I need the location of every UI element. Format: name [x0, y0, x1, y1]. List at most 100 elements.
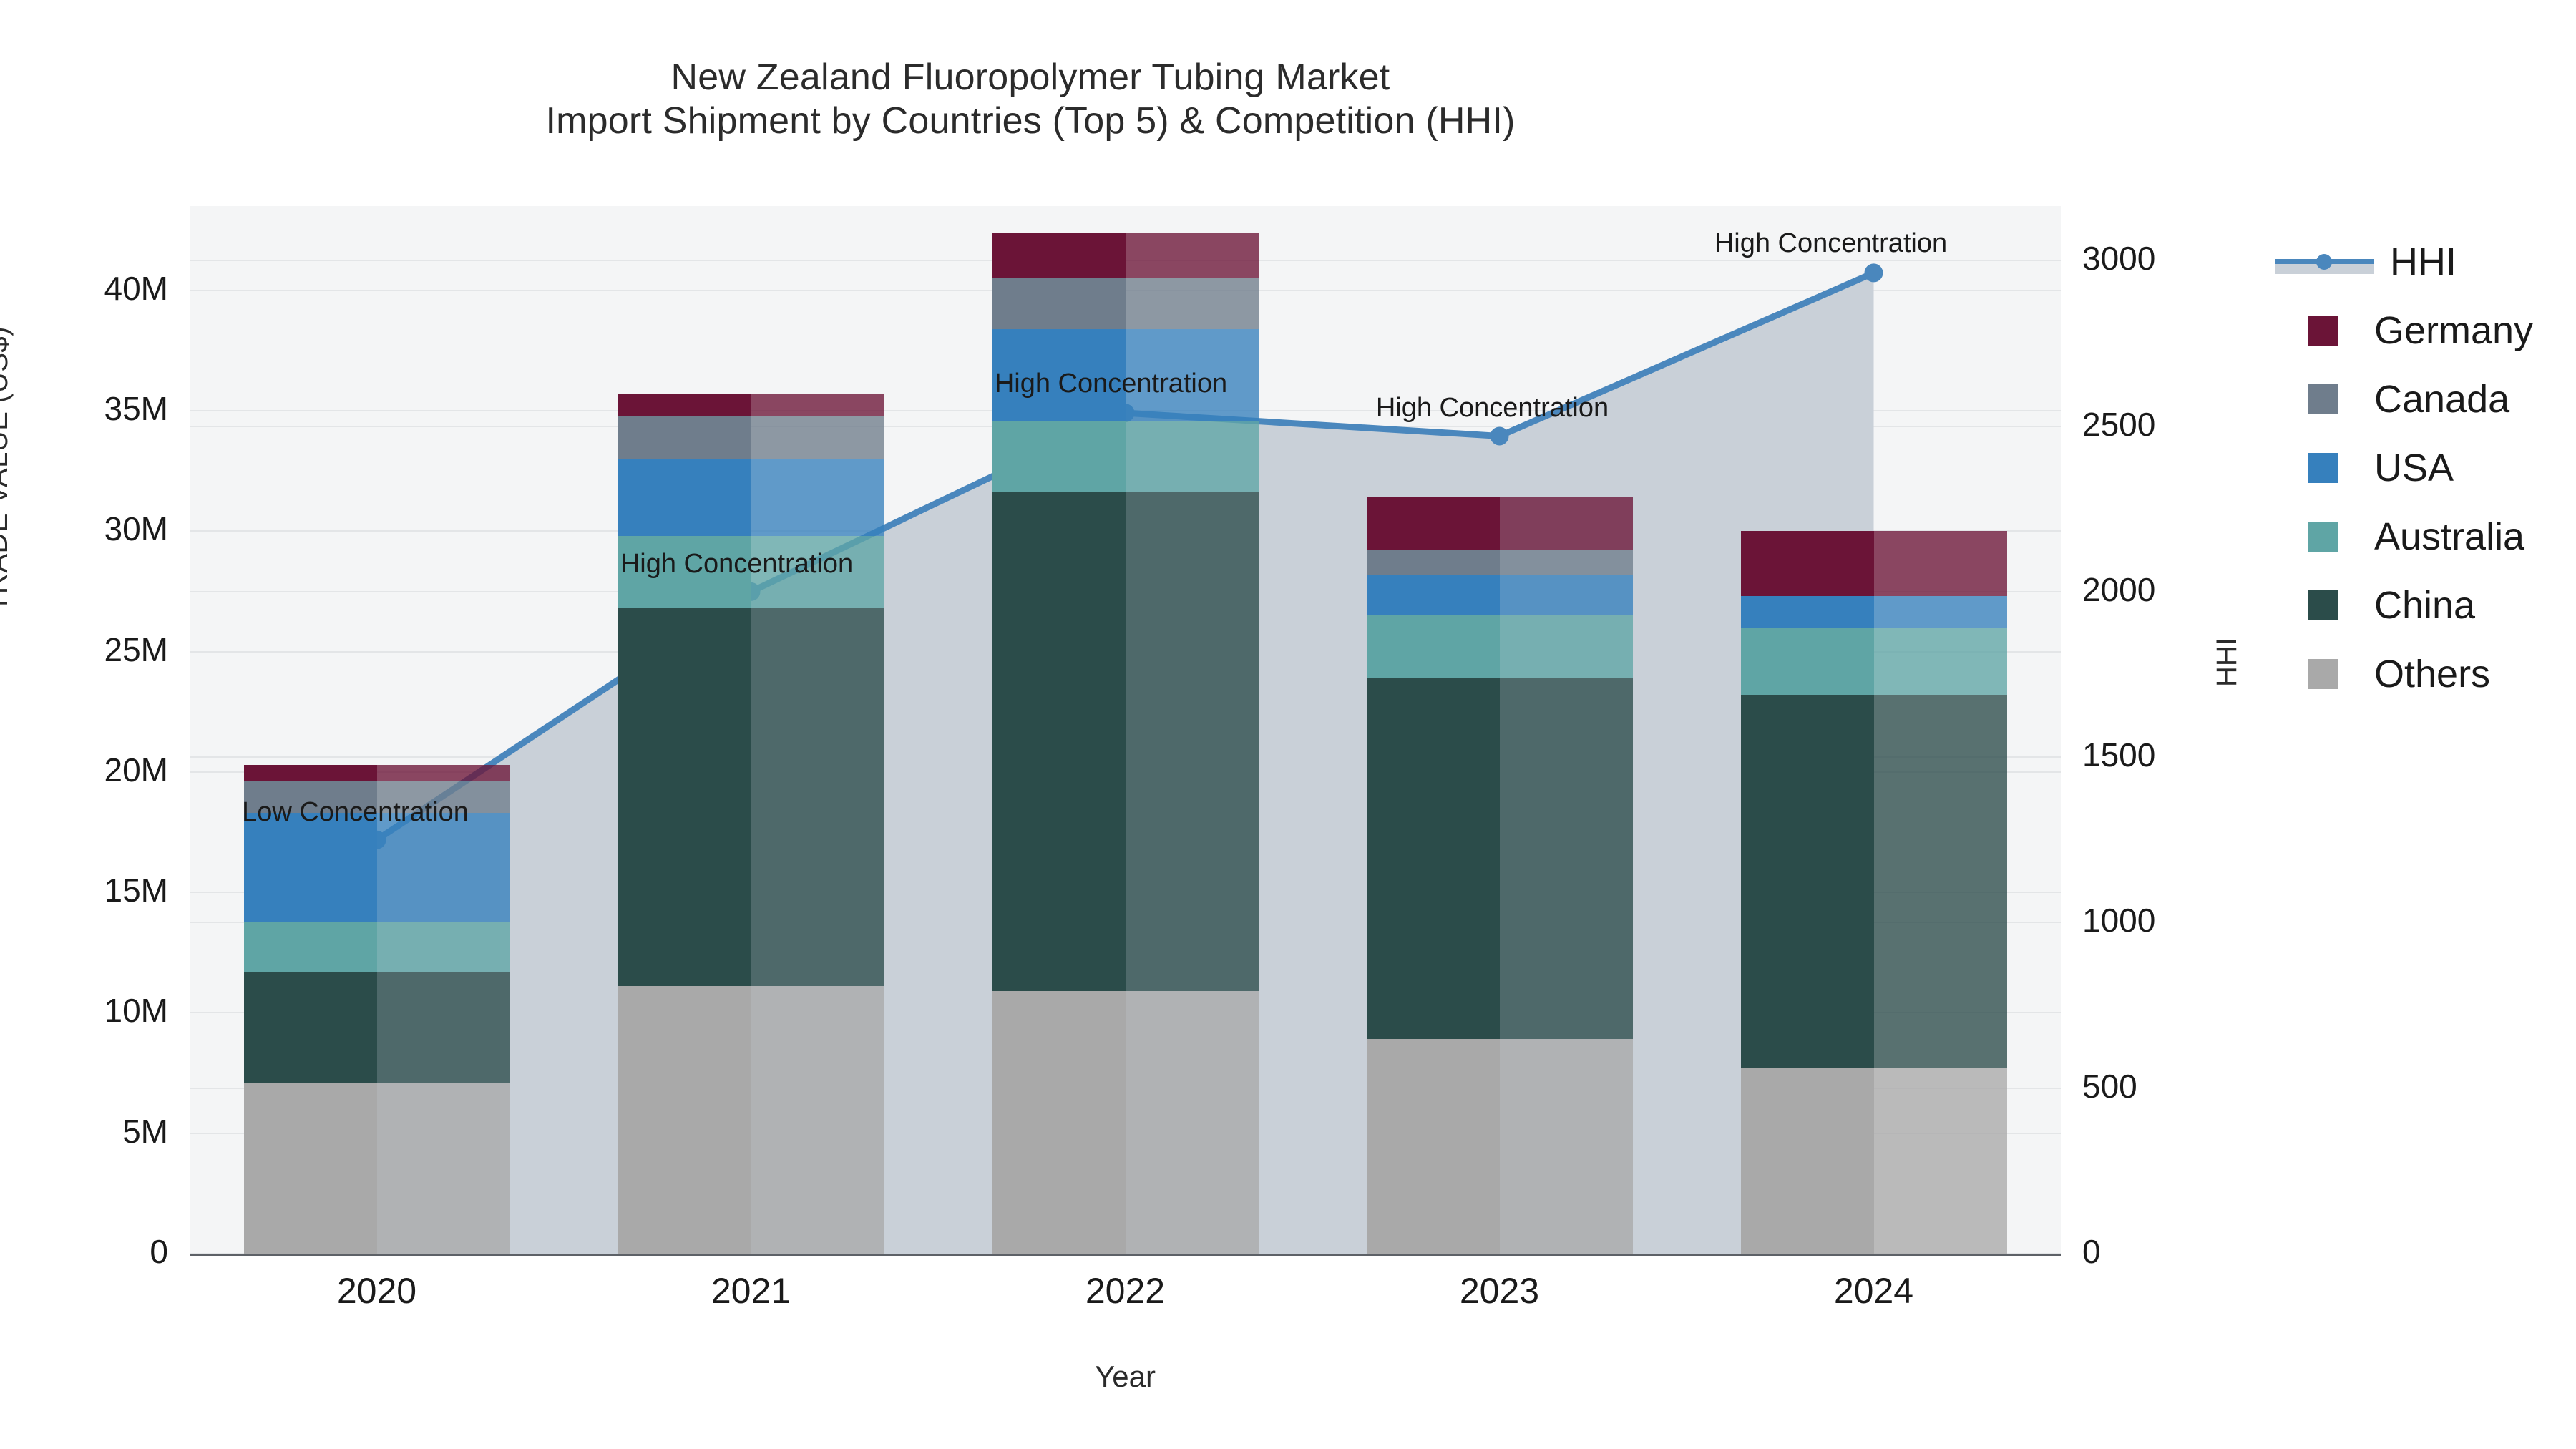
- y-axis-right-tick: 2000: [2082, 570, 2156, 608]
- bar-segment[interactable]: [376, 781, 510, 814]
- legend-label: Others: [2374, 653, 2491, 696]
- legend-color-swatch: [2308, 384, 2338, 414]
- bar-segment[interactable]: [243, 972, 377, 1083]
- hhi-marker[interactable]: [1864, 263, 1883, 283]
- bar-segment[interactable]: [1499, 550, 1633, 575]
- bar-segment[interactable]: [376, 972, 510, 1083]
- bar-segment[interactable]: [1125, 492, 1259, 992]
- legend-label: Canada: [2374, 378, 2510, 421]
- x-axis-tick: 2024: [1833, 1271, 1914, 1311]
- bar-segment[interactable]: [618, 394, 751, 416]
- bar-segment[interactable]: [751, 536, 884, 609]
- bar-segment[interactable]: [1873, 695, 2007, 1068]
- bar-segment[interactable]: [1125, 328, 1259, 421]
- bar-segment[interactable]: [1499, 615, 1633, 678]
- y-axis-left-tick: 10M: [104, 992, 168, 1030]
- chart-title-line-1: New Zealand Fluoropolymer Tubing Market: [670, 57, 1390, 98]
- bar-segment[interactable]: [1873, 596, 2007, 628]
- bar-segment[interactable]: [618, 415, 751, 459]
- bar-segment[interactable]: [618, 986, 751, 1254]
- bar-segment[interactable]: [1125, 233, 1259, 278]
- y-axis-right-tick: 500: [2082, 1067, 2137, 1105]
- bar-segment[interactable]: [992, 991, 1126, 1254]
- bar-segment[interactable]: [992, 328, 1126, 421]
- bar-segment[interactable]: [1366, 1039, 1500, 1254]
- x-axis-tick: 2021: [711, 1271, 791, 1311]
- hhi-annotation: High Concentration: [994, 369, 1228, 399]
- bar-segment[interactable]: [1366, 615, 1500, 678]
- bar-segment[interactable]: [243, 781, 377, 814]
- bar-segment[interactable]: [376, 813, 510, 922]
- legend-color-swatch: [2308, 453, 2338, 483]
- bar-segment[interactable]: [618, 536, 751, 609]
- bar-segment[interactable]: [243, 813, 377, 922]
- bar-segment[interactable]: [1366, 678, 1500, 1040]
- bar-segment[interactable]: [751, 459, 884, 537]
- bar-segment[interactable]: [243, 764, 377, 782]
- bar-segment[interactable]: [1125, 278, 1259, 329]
- y-axis-right-tick: 2500: [2082, 405, 2156, 443]
- bar-segment[interactable]: [618, 608, 751, 987]
- bar-segment[interactable]: [1125, 991, 1259, 1254]
- bar-segment[interactable]: [751, 394, 884, 416]
- bar-segment[interactable]: [751, 415, 884, 459]
- bar-segment[interactable]: [1740, 596, 1874, 628]
- x-axis-tick: 2023: [1459, 1271, 1540, 1311]
- bar-segment[interactable]: [751, 986, 884, 1254]
- bar-segment[interactable]: [1499, 574, 1633, 616]
- bar-segment[interactable]: [376, 1083, 510, 1254]
- bar-segment[interactable]: [1740, 695, 1874, 1068]
- legend-color-swatch: [2308, 316, 2338, 346]
- legend-item-canada[interactable]: Canada: [2275, 365, 2562, 434]
- legend-line-icon: [2275, 247, 2374, 277]
- bar-segment[interactable]: [1366, 550, 1500, 575]
- legend-label: USA: [2374, 447, 2454, 489]
- legend-label: China: [2374, 584, 2476, 627]
- bar-segment[interactable]: [1499, 1039, 1633, 1254]
- hhi-annotation: Low Concentration: [242, 796, 469, 827]
- y-axis-left-tick: 15M: [104, 872, 168, 909]
- legend-item-others[interactable]: Others: [2275, 640, 2562, 708]
- bar-segment[interactable]: [1873, 627, 2007, 696]
- legend-item-china[interactable]: China: [2275, 571, 2562, 640]
- y-axis-right-tick: 1500: [2082, 736, 2156, 774]
- legend-item-hhi[interactable]: HHI: [2275, 228, 2562, 296]
- bar-segment[interactable]: [751, 608, 884, 987]
- legend-color-swatch: [2308, 590, 2338, 620]
- bar-segment[interactable]: [1740, 531, 1874, 597]
- y-axis-left-tick: 35M: [104, 390, 168, 428]
- hhi-marker[interactable]: [1490, 426, 1509, 446]
- bar-segment[interactable]: [1366, 497, 1500, 551]
- x-axis-tick: 2020: [336, 1271, 417, 1311]
- y-axis-left-tick: 40M: [104, 269, 168, 307]
- bar-segment[interactable]: [243, 921, 377, 972]
- legend-item-usa[interactable]: USA: [2275, 434, 2562, 502]
- bar-segment[interactable]: [1740, 627, 1874, 696]
- bar-segment[interactable]: [992, 278, 1126, 329]
- bar-segment[interactable]: [243, 1083, 377, 1254]
- bar-segment[interactable]: [376, 764, 510, 782]
- y-axis-left-tick: 5M: [122, 1112, 168, 1150]
- chart-title: New Zealand Fluoropolymer Tubing Market …: [0, 56, 2061, 144]
- legend-color-swatch: [2308, 522, 2338, 552]
- bar-segment[interactable]: [992, 233, 1126, 278]
- legend-item-australia[interactable]: Australia: [2275, 502, 2562, 571]
- bar-segment[interactable]: [1499, 497, 1633, 551]
- bar-segment[interactable]: [1499, 678, 1633, 1040]
- bar-segment[interactable]: [992, 420, 1126, 493]
- legend-label: Australia: [2374, 515, 2525, 558]
- bar-segment[interactable]: [992, 492, 1126, 992]
- bar-segment[interactable]: [618, 459, 751, 537]
- bar-segment[interactable]: [376, 921, 510, 972]
- hhi-annotation: High Concentration: [620, 548, 854, 579]
- bar-segment[interactable]: [1873, 1068, 2007, 1254]
- bar-segment[interactable]: [1125, 420, 1259, 493]
- bar-segment[interactable]: [1873, 531, 2007, 597]
- hhi-annotation: High Concentration: [1375, 393, 1609, 424]
- legend-label: HHI: [2390, 240, 2457, 283]
- bar-segment[interactable]: [1366, 574, 1500, 616]
- bar-segment[interactable]: [1740, 1068, 1874, 1254]
- y-axis-left-tick: 20M: [104, 751, 168, 789]
- legend-item-germany[interactable]: Germany: [2275, 296, 2562, 365]
